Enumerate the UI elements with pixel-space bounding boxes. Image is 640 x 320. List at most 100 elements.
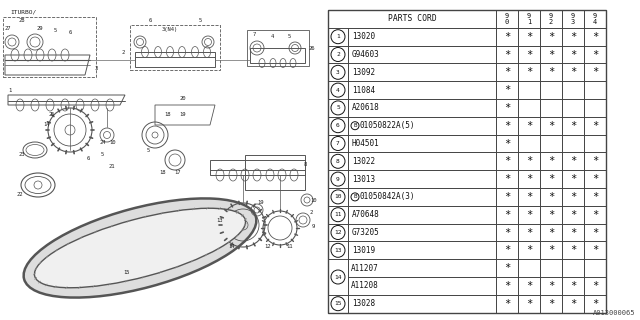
Bar	[496, 259, 518, 277]
Bar	[518, 28, 540, 46]
Bar	[540, 135, 562, 152]
Ellipse shape	[35, 208, 246, 288]
Bar	[348, 28, 496, 46]
Text: A20618: A20618	[352, 103, 380, 112]
Text: 14: 14	[228, 244, 236, 249]
Bar	[584, 135, 606, 152]
Text: *: *	[548, 67, 554, 77]
Bar	[518, 241, 540, 259]
Bar	[562, 46, 584, 63]
Text: *: *	[570, 245, 576, 255]
Bar	[540, 259, 562, 277]
Text: 10: 10	[311, 197, 317, 203]
Text: 10: 10	[109, 140, 116, 146]
Text: *: *	[526, 210, 532, 220]
Text: *: *	[548, 210, 554, 220]
Text: *: *	[504, 121, 510, 131]
Text: A013000065: A013000065	[593, 310, 635, 316]
Text: 13: 13	[334, 248, 342, 253]
Bar	[328, 10, 496, 28]
Bar	[496, 295, 518, 313]
Text: *: *	[504, 263, 510, 273]
Text: 2: 2	[336, 52, 340, 57]
Text: 15: 15	[124, 269, 131, 275]
Text: 29: 29	[36, 26, 44, 30]
Text: *: *	[504, 228, 510, 237]
Bar	[496, 99, 518, 117]
Text: *: *	[504, 156, 510, 166]
Bar	[540, 295, 562, 313]
Bar	[496, 135, 518, 152]
Bar	[348, 99, 496, 117]
Text: 7: 7	[336, 141, 340, 146]
Bar	[518, 135, 540, 152]
Bar	[348, 241, 496, 259]
Bar	[540, 46, 562, 63]
Bar	[348, 277, 496, 295]
Bar	[562, 135, 584, 152]
Bar	[584, 295, 606, 313]
Text: ITURBO/: ITURBO/	[10, 10, 36, 15]
Text: *: *	[526, 228, 532, 237]
Text: 13019: 13019	[352, 246, 375, 255]
Bar	[328, 117, 348, 135]
Text: *: *	[592, 228, 598, 237]
Bar	[518, 206, 540, 224]
Text: *: *	[504, 245, 510, 255]
Bar	[496, 170, 518, 188]
Bar	[348, 135, 496, 152]
Text: *: *	[526, 121, 532, 131]
Text: *: *	[570, 156, 576, 166]
Bar	[562, 241, 584, 259]
Text: *: *	[504, 139, 510, 148]
Text: 6: 6	[68, 30, 72, 36]
Bar	[540, 28, 562, 46]
Text: 5: 5	[336, 105, 340, 110]
Text: 01050842A(3): 01050842A(3)	[360, 192, 415, 201]
Text: 15: 15	[334, 301, 342, 306]
Bar	[584, 10, 606, 28]
Bar	[540, 224, 562, 241]
Bar	[518, 152, 540, 170]
Text: *: *	[592, 121, 598, 131]
Bar	[328, 188, 348, 206]
Bar	[496, 10, 518, 28]
Text: *: *	[592, 245, 598, 255]
Text: B: B	[353, 123, 356, 128]
Text: 11084: 11084	[352, 86, 375, 95]
Bar	[247, 30, 309, 66]
Bar	[562, 81, 584, 99]
Text: 14: 14	[44, 122, 51, 126]
Text: *: *	[504, 210, 510, 220]
Text: 2: 2	[309, 210, 312, 214]
Bar	[518, 224, 540, 241]
Bar	[328, 28, 348, 46]
Text: 28: 28	[19, 18, 25, 22]
Text: 27: 27	[4, 26, 12, 30]
Text: *: *	[504, 32, 510, 42]
Bar	[540, 277, 562, 295]
Text: 1: 1	[336, 34, 340, 39]
Text: 12: 12	[334, 230, 342, 235]
Text: *: *	[548, 281, 554, 291]
Text: *: *	[526, 245, 532, 255]
Text: B: B	[353, 195, 356, 199]
Bar	[584, 188, 606, 206]
Text: 6: 6	[336, 123, 340, 128]
Text: *: *	[570, 299, 576, 309]
Text: 9
3: 9 3	[571, 13, 575, 25]
Bar	[584, 241, 606, 259]
Bar	[328, 259, 348, 295]
Text: *: *	[526, 50, 532, 60]
Bar	[348, 206, 496, 224]
Text: *: *	[526, 32, 532, 42]
Bar	[328, 295, 348, 313]
Bar	[328, 99, 348, 117]
Text: 3: 3	[94, 66, 98, 70]
Bar	[3, 17, 96, 77]
Text: 18: 18	[160, 170, 166, 174]
Bar	[584, 81, 606, 99]
Bar	[584, 152, 606, 170]
Bar	[562, 224, 584, 241]
Bar	[584, 259, 606, 277]
